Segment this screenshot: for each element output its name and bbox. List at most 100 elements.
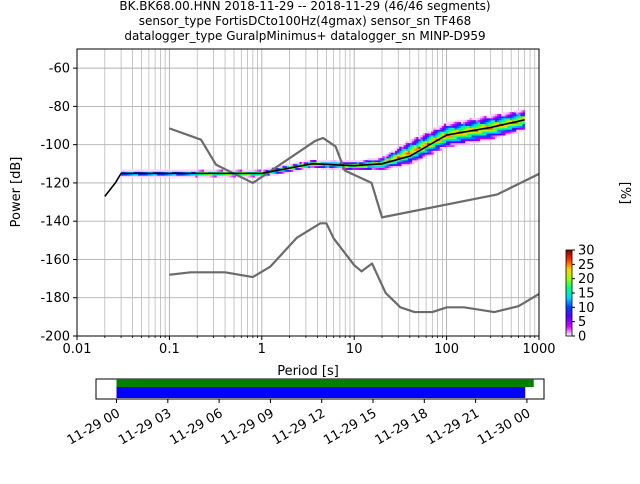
- density-cell: [252, 175, 256, 178]
- density-cell: [501, 115, 504, 119]
- density-cell: [441, 133, 445, 136]
- density-cell: [426, 137, 430, 140]
- density-cell: [454, 144, 458, 147]
- density-cell: [203, 175, 207, 178]
- density-cell: [475, 138, 479, 142]
- density-cell: [412, 154, 415, 157]
- density-cell: [259, 173, 262, 176]
- density-cell: [429, 131, 432, 134]
- density-cell: [174, 173, 177, 176]
- density-cell: [482, 115, 485, 119]
- density-cell: [244, 173, 247, 176]
- density-cell: [467, 135, 470, 138]
- density-cell: [329, 159, 332, 163]
- density-cell: [477, 117, 481, 121]
- density-cell: [486, 121, 489, 125]
- density-cell: [439, 135, 443, 138]
- density-cell: [405, 146, 409, 149]
- density-cell: [426, 146, 430, 149]
- density-cell: [206, 169, 209, 172]
- density-cell: [403, 146, 407, 149]
- density-cell: [494, 133, 498, 136]
- density-cell: [386, 165, 390, 169]
- density-cell: [469, 117, 472, 121]
- density-cell: [446, 121, 449, 125]
- density-cell: [433, 127, 436, 130]
- density-cell: [403, 159, 407, 163]
- density-cell: [492, 121, 496, 125]
- density-cell: [418, 142, 421, 146]
- density-cell: [318, 165, 322, 169]
- density-cell: [288, 163, 292, 167]
- density-cell: [490, 137, 494, 140]
- density-cell: [505, 119, 509, 123]
- density-cell: [386, 158, 390, 161]
- density-cell: [518, 112, 521, 115]
- density-cell: [135, 169, 139, 172]
- y-tick-label: -100: [40, 138, 70, 153]
- density-cell: [452, 121, 455, 125]
- density-cell: [469, 121, 472, 125]
- density-cell: [522, 123, 526, 126]
- density-cell: [131, 173, 135, 176]
- density-cell: [499, 133, 502, 136]
- density-cell: [344, 159, 347, 163]
- density-cell: [148, 175, 152, 178]
- density-cell: [388, 158, 392, 161]
- density-cell: [138, 175, 141, 178]
- density-cell: [180, 169, 184, 172]
- density-cell: [514, 121, 517, 125]
- density-cell: [337, 167, 341, 170]
- density-cell: [218, 169, 222, 172]
- density-cell: [382, 163, 385, 167]
- density-cell: [497, 125, 500, 128]
- density-cell: [218, 173, 222, 176]
- density-cell: [293, 163, 296, 167]
- density-cell: [316, 159, 320, 163]
- density-cell: [386, 167, 390, 170]
- density-cell: [399, 161, 402, 165]
- density-cell: [163, 173, 167, 176]
- density-cell: [416, 148, 419, 151]
- density-cell: [480, 135, 483, 138]
- density-cell: [482, 135, 485, 138]
- density-cell: [460, 140, 464, 144]
- density-cell: [490, 115, 494, 119]
- density-cell: [308, 167, 311, 170]
- density-cell: [337, 159, 341, 163]
- density-cell: [178, 175, 181, 178]
- density-cell: [422, 142, 426, 146]
- density-cell: [473, 137, 477, 140]
- density-cell: [486, 137, 489, 140]
- density-cell: [176, 169, 179, 172]
- density-cell: [467, 119, 470, 123]
- density-cell: [384, 159, 388, 163]
- density-cell: [412, 138, 415, 142]
- density-cell: [503, 129, 506, 132]
- density-cell: [441, 127, 445, 130]
- density-cell: [142, 175, 145, 178]
- density-cell: [280, 169, 283, 172]
- density-cell: [371, 158, 375, 161]
- density-cell: [286, 163, 290, 167]
- timeline-tick-label: 11-29 06: [167, 406, 225, 448]
- x-axis-label: Period [s]: [277, 364, 339, 379]
- density-cell: [159, 175, 162, 178]
- density-cell: [452, 125, 455, 128]
- density-cell: [431, 150, 434, 153]
- density-cell: [443, 131, 447, 134]
- density-cell: [397, 148, 400, 151]
- density-cell: [426, 138, 430, 142]
- density-cell: [522, 112, 526, 115]
- density-cell: [501, 114, 504, 117]
- density-cell: [463, 129, 466, 132]
- density-cell: [456, 127, 460, 130]
- density-cell: [348, 159, 351, 163]
- density-cell: [299, 163, 303, 167]
- density-cell: [456, 125, 460, 128]
- density-cell: [520, 112, 523, 115]
- density-cell: [484, 129, 487, 132]
- density-cell: [280, 165, 283, 169]
- density-cell: [386, 163, 390, 167]
- density-cell: [401, 150, 404, 153]
